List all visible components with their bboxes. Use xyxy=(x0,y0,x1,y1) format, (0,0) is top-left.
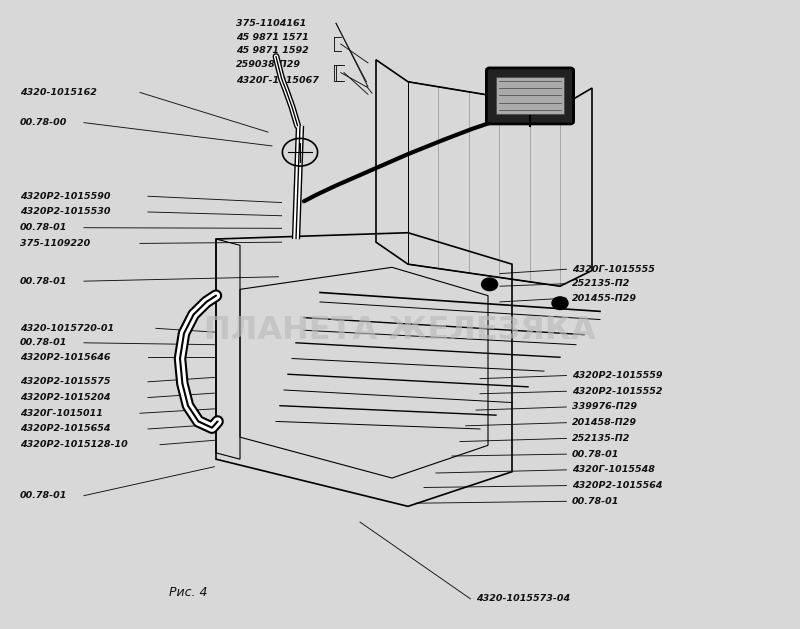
Text: 45 9871 1592: 45 9871 1592 xyxy=(236,47,309,55)
Text: 4320-1015573-04: 4320-1015573-04 xyxy=(476,594,570,603)
Text: 00.78-01: 00.78-01 xyxy=(572,450,619,459)
Text: 4320Р2-1015530: 4320Р2-1015530 xyxy=(20,208,110,216)
Text: 375-1104161: 375-1104161 xyxy=(236,19,306,28)
Text: 00.78-01: 00.78-01 xyxy=(572,497,619,506)
Text: 00.78-01: 00.78-01 xyxy=(20,223,67,232)
Text: 252135-П2: 252135-П2 xyxy=(572,279,630,288)
Text: 4320Р2-1015590: 4320Р2-1015590 xyxy=(20,192,110,201)
Text: Рис. 4: Рис. 4 xyxy=(169,586,207,599)
Text: 259038-П29: 259038-П29 xyxy=(236,60,301,69)
Text: 00.78-00: 00.78-00 xyxy=(20,118,67,127)
Text: 4320-1015162: 4320-1015162 xyxy=(20,88,97,97)
Text: 00.78-01: 00.78-01 xyxy=(20,277,67,286)
Text: 00.78-01: 00.78-01 xyxy=(20,491,67,500)
FancyBboxPatch shape xyxy=(486,68,574,124)
Text: 4320Г-1015011: 4320Г-1015011 xyxy=(20,409,103,418)
Text: 339976-П29: 339976-П29 xyxy=(572,403,637,411)
Text: 375-1109220: 375-1109220 xyxy=(20,239,90,248)
Circle shape xyxy=(552,297,568,309)
Text: 201455-П29: 201455-П29 xyxy=(572,294,637,303)
FancyBboxPatch shape xyxy=(496,77,564,114)
Text: 4320Р2-1015646: 4320Р2-1015646 xyxy=(20,353,110,362)
Text: 4320Р2-1015564: 4320Р2-1015564 xyxy=(572,481,662,490)
Text: 4320Р2-1015552: 4320Р2-1015552 xyxy=(572,387,662,396)
Text: 4320Г-1015067: 4320Г-1015067 xyxy=(236,76,319,85)
Text: ПЛАНЕТА ЖЕЛЕЗЯКА: ПЛАНЕТА ЖЕЛЕЗЯКА xyxy=(204,314,596,346)
Text: 4320Р2-1015559: 4320Р2-1015559 xyxy=(572,371,662,380)
Text: 4320-1015720-01: 4320-1015720-01 xyxy=(20,324,114,333)
Text: 4320Р2-1015575: 4320Р2-1015575 xyxy=(20,377,110,386)
Text: 201458-П29: 201458-П29 xyxy=(572,418,637,427)
Text: 4320Г-1015548: 4320Г-1015548 xyxy=(572,465,655,474)
Text: 4320Р2-1015204: 4320Р2-1015204 xyxy=(20,393,110,402)
Text: 252135-П2: 252135-П2 xyxy=(572,434,630,443)
Circle shape xyxy=(482,278,498,291)
Text: 4320Г-1015555: 4320Г-1015555 xyxy=(572,265,655,274)
Text: 4320Р2-1015654: 4320Р2-1015654 xyxy=(20,425,110,433)
Text: 45 9871 1571: 45 9871 1571 xyxy=(236,33,309,42)
Text: 4320Р2-1015128-10: 4320Р2-1015128-10 xyxy=(20,440,128,449)
Text: 00.78-01: 00.78-01 xyxy=(20,338,67,347)
